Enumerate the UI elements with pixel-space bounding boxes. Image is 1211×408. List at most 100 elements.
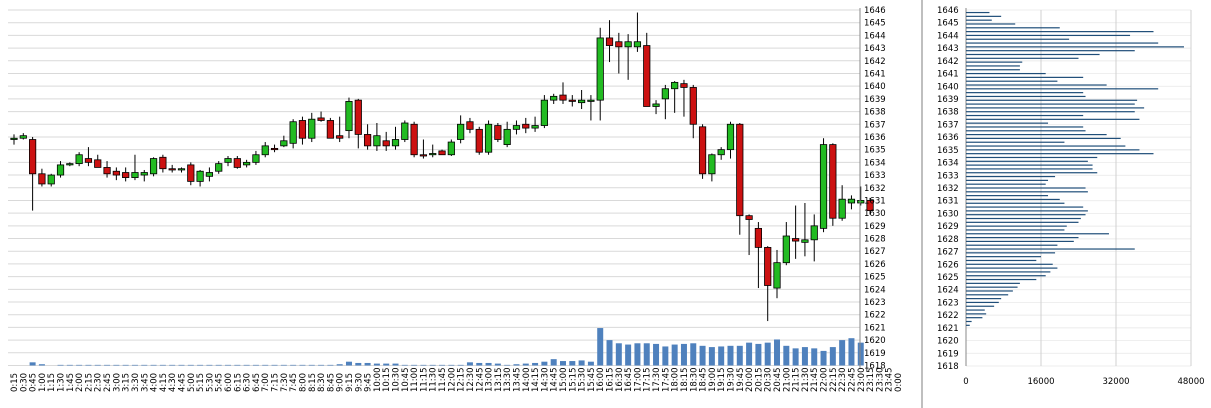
- time-tick-label: 17:30: [652, 368, 662, 393]
- volume-bar: [559, 361, 566, 366]
- time-tick-label: 13:15: [494, 368, 504, 393]
- candle-down: [103, 167, 111, 175]
- time-tick-label: 17:00: [633, 368, 643, 393]
- profile-bar: [966, 69, 1020, 71]
- profile-bar: [966, 27, 1060, 29]
- profile-bar: [966, 202, 1065, 204]
- candle-down: [159, 156, 167, 170]
- volume-bar: [420, 364, 427, 366]
- volume-bar: [448, 364, 455, 366]
- candle-up: [726, 123, 735, 151]
- time-tick-label: 11:30: [429, 368, 439, 393]
- candle-up: [19, 135, 27, 139]
- time-tick-label: 16:30: [615, 368, 625, 393]
- price-tick-label: 1631: [864, 196, 886, 206]
- profile-bar: [966, 175, 1056, 178]
- time-tick-label: 12:15: [457, 368, 467, 393]
- time-tick-label: 2:45: [103, 373, 113, 392]
- time-tick-label: 7:45: [289, 373, 299, 392]
- candle-down: [419, 154, 428, 157]
- volume-bar: [522, 363, 529, 366]
- price-tick-label: 1618: [864, 362, 886, 372]
- profile-bar: [966, 134, 1107, 136]
- profile-bar: [966, 122, 1049, 124]
- time-tick-label: 9:30: [354, 373, 364, 392]
- time-tick-label: 14:45: [550, 368, 560, 393]
- profile-bar: [966, 130, 1086, 132]
- price-tick-label: 1636: [864, 133, 886, 143]
- profile-volume-tick-label: 32000: [1102, 377, 1129, 387]
- profile-bar: [966, 172, 1098, 174]
- candle-up: [447, 141, 455, 156]
- time-tick-label: 0:15: [10, 373, 20, 392]
- profile-bar: [966, 111, 1135, 113]
- time-tick-label: 7:00: [261, 373, 271, 392]
- time-tick-label: 6:30: [243, 373, 253, 392]
- time-tick-label: 21:15: [792, 368, 802, 393]
- profile-bar: [966, 240, 1074, 242]
- profile-bar: [966, 84, 1107, 86]
- candle-up: [131, 172, 139, 178]
- candle-up: [661, 88, 669, 100]
- candle-down: [792, 238, 800, 242]
- profile-price-tick-label: 1644: [937, 31, 959, 41]
- price-tick-label: 1628: [864, 235, 886, 245]
- candle-up: [671, 81, 679, 90]
- candle-down: [298, 120, 307, 139]
- time-tick-label: 22:15: [829, 368, 839, 393]
- price-tick-label: 1646: [864, 6, 886, 16]
- candle-up: [531, 125, 539, 129]
- time-tick-label: 11:45: [438, 368, 448, 393]
- volume-bar: [541, 361, 548, 366]
- profile-bar: [966, 34, 1131, 37]
- profile-bar: [966, 256, 1041, 258]
- candle-down: [326, 120, 334, 139]
- profile-volume-tick-label: 48000: [1177, 377, 1204, 387]
- profile-price-tick-label: 1623: [937, 298, 959, 308]
- candle-down: [615, 41, 623, 48]
- time-tick-label: 1:15: [47, 373, 57, 392]
- time-tick-label: 23:30: [875, 368, 885, 393]
- profile-price-tick-label: 1624: [937, 286, 959, 296]
- candle-up: [177, 168, 186, 171]
- volume-bar: [783, 345, 790, 366]
- profile-bar: [966, 320, 972, 323]
- volume-bar: [811, 348, 818, 366]
- candle-up: [196, 170, 204, 182]
- time-tick-label: 0:45: [29, 373, 39, 392]
- volume-bar: [736, 345, 743, 366]
- time-tick-label: 6:45: [252, 373, 262, 392]
- profile-price-tick-label: 1626: [937, 260, 959, 270]
- candle-up: [243, 161, 251, 166]
- candle-down: [568, 99, 576, 102]
- time-tick-label: 10:15: [382, 368, 392, 393]
- profile-bar: [966, 53, 1100, 56]
- time-tick-label: 5:45: [215, 373, 225, 392]
- time-tick-label: 3:45: [140, 373, 150, 392]
- volume-bar: [262, 364, 269, 366]
- volume-bar: [690, 343, 697, 366]
- time-tick-label: 14:00: [522, 368, 532, 393]
- time-tick-label: 20:15: [754, 368, 764, 393]
- price-tick-label: 1633: [864, 171, 886, 181]
- time-tick-label: 12:00: [447, 368, 457, 393]
- candle-up: [810, 225, 818, 241]
- profile-bar: [966, 206, 1084, 208]
- profile-bar: [966, 244, 1058, 246]
- volume-bar: [225, 364, 232, 366]
- candle-up: [289, 121, 297, 144]
- time-tick-label: 17:15: [643, 368, 653, 393]
- profile-bar: [966, 61, 1023, 63]
- profile-bar: [966, 259, 1037, 262]
- profile-bar: [966, 298, 1002, 300]
- profile-bar: [966, 46, 1184, 48]
- volume-bar: [550, 359, 557, 366]
- time-tick-label: 20:30: [764, 368, 774, 393]
- time-tick-label: 15:00: [559, 368, 569, 393]
- volume-bar: [290, 364, 297, 366]
- profile-price-tick-label: 1625: [937, 273, 959, 283]
- candle-up: [708, 154, 716, 175]
- volume-bar: [122, 364, 129, 366]
- profile-bars: [966, 11, 1184, 326]
- price-tick-label: 1623: [864, 298, 886, 308]
